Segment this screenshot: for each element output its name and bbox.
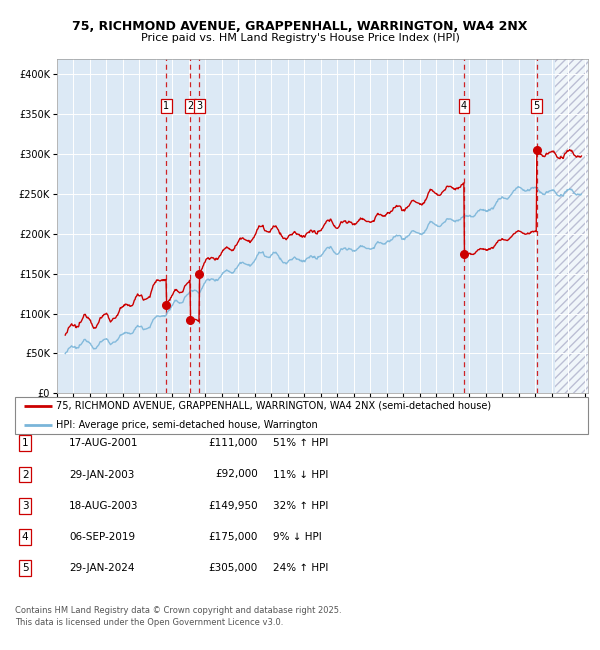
FancyBboxPatch shape bbox=[15, 396, 588, 434]
Text: 75, RICHMOND AVENUE, GRAPPENHALL, WARRINGTON, WA4 2NX: 75, RICHMOND AVENUE, GRAPPENHALL, WARRIN… bbox=[73, 20, 527, 32]
Text: 11% ↓ HPI: 11% ↓ HPI bbox=[273, 469, 328, 480]
Text: 18-AUG-2003: 18-AUG-2003 bbox=[69, 500, 139, 511]
Text: HPI: Average price, semi-detached house, Warrington: HPI: Average price, semi-detached house,… bbox=[56, 420, 318, 430]
Bar bbox=[555, 58, 588, 393]
Text: £149,950: £149,950 bbox=[208, 500, 258, 511]
Text: Price paid vs. HM Land Registry's House Price Index (HPI): Price paid vs. HM Land Registry's House … bbox=[140, 32, 460, 43]
Text: 2: 2 bbox=[187, 101, 193, 111]
Text: 51% ↑ HPI: 51% ↑ HPI bbox=[273, 438, 328, 448]
Text: 4: 4 bbox=[461, 101, 467, 111]
Text: 32% ↑ HPI: 32% ↑ HPI bbox=[273, 500, 328, 511]
Text: £92,000: £92,000 bbox=[215, 469, 258, 480]
Text: 29-JAN-2003: 29-JAN-2003 bbox=[69, 469, 134, 480]
Text: 1: 1 bbox=[22, 438, 29, 448]
Text: 17-AUG-2001: 17-AUG-2001 bbox=[69, 438, 139, 448]
Text: 75, RICHMOND AVENUE, GRAPPENHALL, WARRINGTON, WA4 2NX (semi-detached house): 75, RICHMOND AVENUE, GRAPPENHALL, WARRIN… bbox=[56, 401, 491, 411]
Text: 29-JAN-2024: 29-JAN-2024 bbox=[69, 563, 134, 573]
Text: £305,000: £305,000 bbox=[209, 563, 258, 573]
Text: 5: 5 bbox=[22, 563, 29, 573]
Text: 4: 4 bbox=[22, 532, 29, 542]
Text: 1: 1 bbox=[163, 101, 169, 111]
Text: £111,000: £111,000 bbox=[209, 438, 258, 448]
Text: 5: 5 bbox=[533, 101, 539, 111]
Text: 9% ↓ HPI: 9% ↓ HPI bbox=[273, 532, 322, 542]
Text: Contains HM Land Registry data © Crown copyright and database right 2025.
This d: Contains HM Land Registry data © Crown c… bbox=[15, 606, 341, 627]
Text: 2: 2 bbox=[22, 469, 29, 480]
Text: 3: 3 bbox=[196, 101, 202, 111]
Text: 06-SEP-2019: 06-SEP-2019 bbox=[69, 532, 135, 542]
Text: 3: 3 bbox=[22, 500, 29, 511]
Text: 24% ↑ HPI: 24% ↑ HPI bbox=[273, 563, 328, 573]
Text: £175,000: £175,000 bbox=[209, 532, 258, 542]
